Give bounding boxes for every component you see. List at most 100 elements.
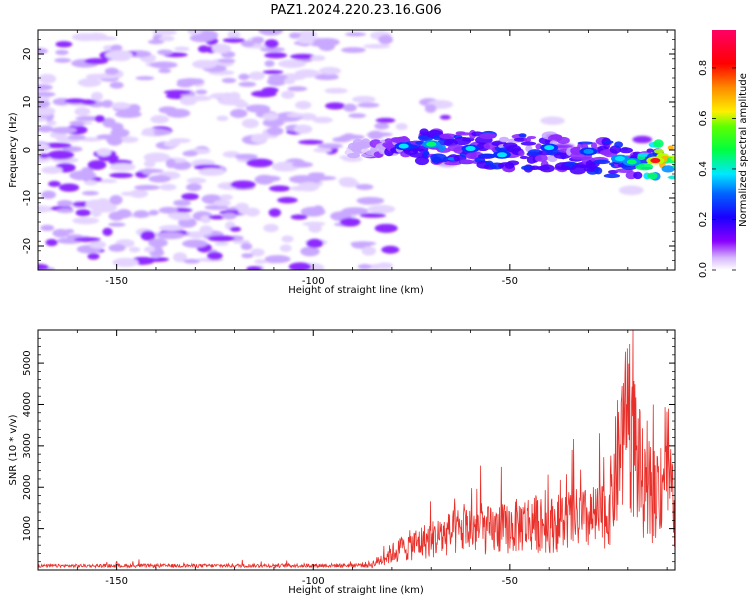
snr-frame	[37, 329, 676, 571]
colorbar-tick-label: 0.0	[698, 262, 709, 278]
spectrogram-noise-blob	[148, 238, 168, 248]
spectrogram-noise-blob	[114, 110, 142, 118]
spectrogram-noise-blob	[129, 189, 149, 198]
spectrogram-noise-blob	[119, 136, 139, 143]
spectrogram-noise-blob	[268, 74, 288, 80]
spectrogram-ridge-blob	[499, 136, 509, 143]
spectrogram-noise-blob	[52, 228, 70, 238]
spectrogram-noise-blob	[343, 133, 355, 139]
spectrogram-noise-blob	[313, 147, 332, 153]
spectrogram-noise-blob	[107, 136, 123, 146]
spectrogram-noise-blob	[156, 231, 185, 240]
spectrogram-noise-blob	[264, 60, 275, 67]
spectrogram-noise-blob	[81, 191, 99, 196]
spectrogram-noise-blob	[158, 35, 175, 42]
spectrogram-noise-blob	[38, 91, 56, 98]
spectrogram-noise-blob	[395, 123, 408, 131]
spectrogram-noise-blob	[182, 150, 198, 157]
spectrogram-noise-blob	[172, 252, 187, 263]
spectrogram-noise-blob	[140, 230, 156, 241]
spectrogram-noise-blob	[110, 128, 130, 138]
spectrogram-noise-blob	[147, 39, 165, 45]
spectrogram-ridge-blob	[577, 141, 594, 145]
spectrogram-ridge-blob	[347, 152, 361, 159]
spectrogram-ridge-blob	[619, 147, 633, 154]
spectrogram-noise-blob	[40, 224, 55, 232]
spectrogram-hotspot-core	[614, 156, 625, 162]
spectrogram-noise-blob	[206, 251, 223, 261]
spectrogram-noise-blob	[376, 262, 394, 270]
spectrogram-noise-blob	[104, 50, 133, 60]
spectrogram-ridge-blob	[637, 152, 651, 157]
spectrogram-noise-blob	[367, 130, 384, 140]
spectrogram-noise-blob	[291, 161, 314, 168]
spectrogram-noise-blob	[64, 98, 87, 104]
spectrogram-noise-blob	[43, 142, 72, 149]
spectrogram-noise-blob	[56, 200, 73, 207]
spectrogram-noise-blob	[343, 103, 357, 112]
spectrogram-noise-blob	[87, 253, 100, 260]
spectrogram-noise-blob	[135, 76, 155, 81]
spectrogram-ridge-blob	[633, 171, 643, 180]
spectrogram-noise-blob	[179, 95, 198, 106]
spectrogram-noise-blob	[221, 77, 237, 84]
spectrogram-noise-blob	[281, 235, 294, 243]
spectrogram-noise-blob	[338, 177, 357, 186]
spectrogram-noise-blob	[308, 223, 322, 233]
spectrogram-noise-blob	[102, 227, 113, 237]
spectrogram-ridge-blob	[459, 159, 472, 165]
spectrogram-noise-blob	[289, 32, 301, 39]
spectrogram-hotspot-core	[544, 145, 555, 151]
spectrogram-noise-blob	[290, 53, 316, 60]
spectrogram-hotspot-core	[650, 158, 661, 164]
spectrogram-noise-blob	[238, 208, 260, 215]
snr-y-tick-label: 4000	[22, 392, 33, 417]
spectrogram-noise-blob	[341, 207, 369, 215]
spectrogram-ridge-blob	[535, 143, 542, 150]
spectrogram-ridge-blob	[653, 139, 664, 148]
spectrogram-noise-blob	[108, 222, 126, 227]
spectrogram-noise-blob	[632, 135, 653, 144]
spectrogram-noise-blob	[109, 194, 123, 205]
spectrogram-noise-blob	[209, 93, 230, 99]
spectrogram-noise-blob	[217, 58, 236, 63]
spectrogram-noise-blob	[74, 107, 91, 117]
snr-series-line	[38, 330, 675, 569]
spectrogram-noise-blob	[222, 37, 245, 43]
spectrogram-ridge-blob	[430, 153, 447, 163]
spectrogram-ridge-blob	[539, 164, 555, 173]
spectrogram-hotspot-core	[496, 152, 507, 158]
spectrogram-noise-blob	[216, 115, 229, 121]
spectrogram-noise-blob	[367, 204, 396, 214]
spectrogram-noise-blob	[55, 49, 69, 56]
spectrogram-noise-blob	[150, 115, 169, 124]
colorbar-tick-label: 0.8	[698, 60, 709, 76]
spectrogram-noise-blob	[246, 266, 262, 270]
spectrogram-noise-blob	[200, 215, 211, 224]
spectrogram-ridge-blob	[556, 136, 570, 145]
spectrogram-noise-blob	[340, 217, 361, 227]
spectrogram-hotspot-core	[426, 141, 437, 147]
spectrogram-noise-blob	[241, 253, 254, 259]
spectrogram-ridge-blob	[646, 148, 654, 153]
spectrogram-ridge-blob	[590, 142, 598, 149]
spectrogram-noise-blob	[264, 39, 279, 49]
colorbar-tick-label: 0.6	[698, 110, 709, 126]
spectrogram-ridge-blob	[603, 140, 614, 144]
spectrogram-ridge-blob	[654, 148, 664, 154]
spectrogram-noise-blob	[133, 210, 150, 218]
spectrogram-noise-blob	[230, 180, 256, 189]
spectrogram-ridge-blob	[667, 175, 675, 179]
spectrogram-noise-blob	[374, 122, 390, 130]
spectrogram-x-label: Height of straight line (km)	[288, 285, 424, 296]
spectrogram-hotspot-core	[583, 148, 594, 154]
spectrogram-hotspot-core	[465, 146, 476, 152]
spectrogram-ridge-blob	[444, 161, 462, 166]
spectrogram-noise-blob	[80, 167, 94, 177]
spectrogram-noise-blob	[186, 177, 207, 184]
spectrogram-noise-blob	[264, 255, 291, 264]
spectrogram-noise-blob	[165, 108, 191, 118]
spectrogram-noise-blob	[41, 166, 63, 174]
spectrogram-noise-blob	[116, 209, 132, 219]
